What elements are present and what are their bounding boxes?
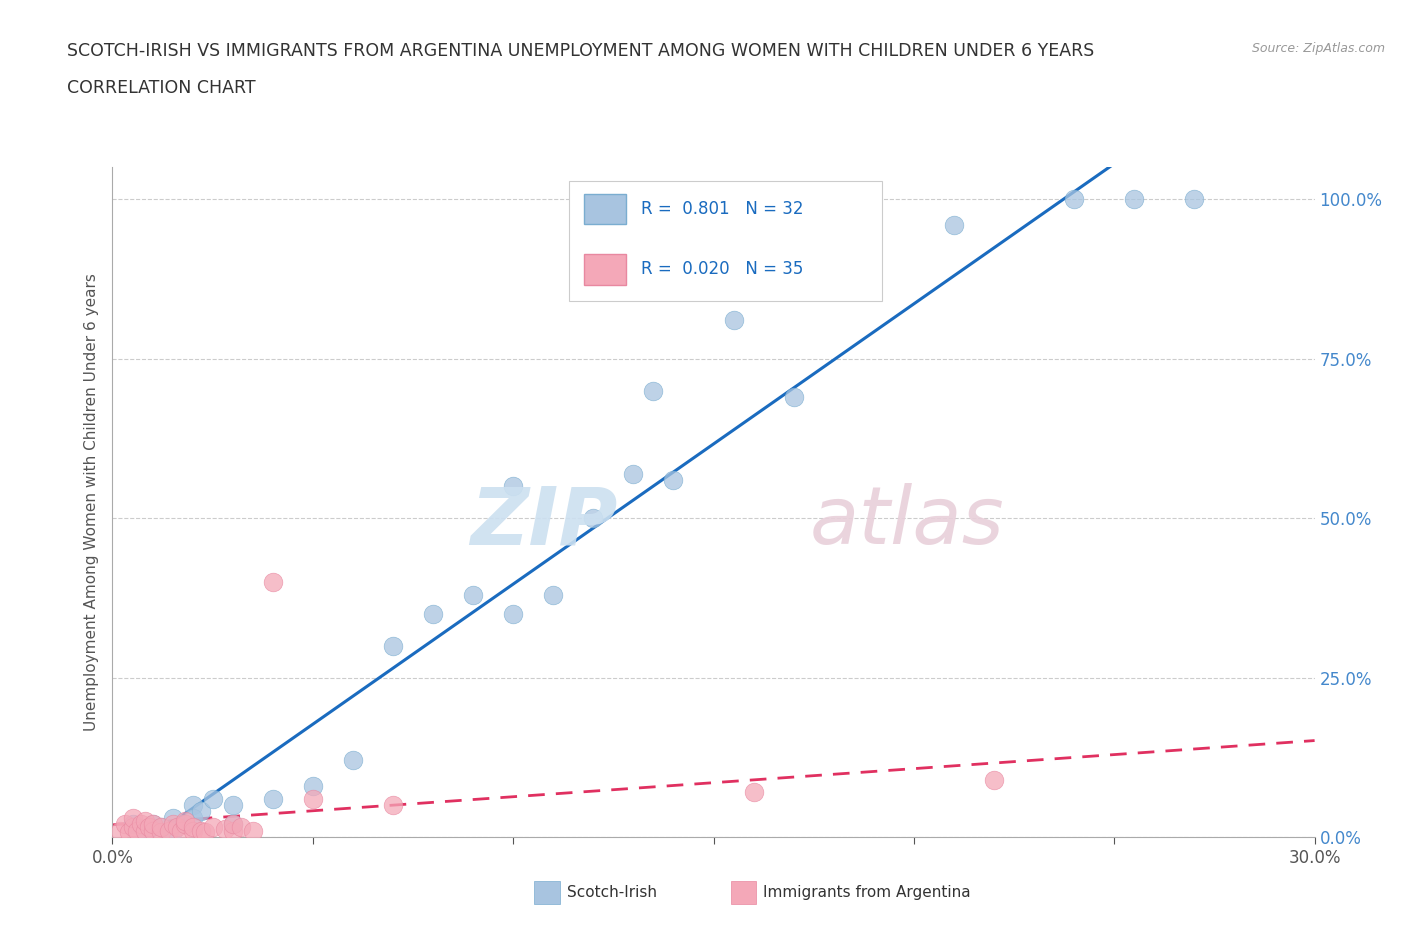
Point xyxy=(662,472,685,487)
Text: atlas: atlas xyxy=(810,484,1004,562)
Point xyxy=(222,817,245,831)
Point xyxy=(214,822,236,837)
Point xyxy=(125,823,148,838)
Point xyxy=(342,753,364,768)
Point xyxy=(461,587,484,602)
Point xyxy=(782,390,804,405)
Y-axis label: Unemployment Among Women with Children Under 6 years: Unemployment Among Women with Children U… xyxy=(83,273,98,731)
Point xyxy=(222,817,245,831)
Bar xyxy=(583,255,626,285)
Point xyxy=(121,810,143,825)
Point xyxy=(723,313,745,328)
Text: SCOTCH-IRISH VS IMMIGRANTS FROM ARGENTINA UNEMPLOYMENT AMONG WOMEN WITH CHILDREN: SCOTCH-IRISH VS IMMIGRANTS FROM ARGENTIN… xyxy=(67,42,1095,60)
Point xyxy=(502,606,524,621)
Text: ZIP: ZIP xyxy=(470,484,617,562)
Point xyxy=(242,823,264,838)
Point xyxy=(201,791,224,806)
Point xyxy=(382,638,405,653)
Text: R =  0.801   N = 32: R = 0.801 N = 32 xyxy=(641,200,804,218)
Point xyxy=(117,825,139,840)
Point xyxy=(149,820,172,835)
Point xyxy=(942,218,965,232)
Point xyxy=(262,791,284,806)
Point xyxy=(190,823,212,838)
Point xyxy=(138,820,160,835)
Point xyxy=(162,817,184,831)
Point xyxy=(1123,192,1146,206)
Point xyxy=(157,823,180,838)
Point xyxy=(543,587,565,602)
Point xyxy=(129,817,152,831)
Point xyxy=(983,772,1005,787)
Point xyxy=(121,817,143,831)
Point xyxy=(134,823,156,838)
Point xyxy=(222,798,245,813)
Point xyxy=(181,820,204,835)
Point xyxy=(181,810,204,825)
Point xyxy=(173,817,195,831)
Point xyxy=(173,817,195,831)
Point xyxy=(141,823,163,838)
Text: Source: ZipAtlas.com: Source: ZipAtlas.com xyxy=(1251,42,1385,55)
Point xyxy=(134,814,156,829)
Point xyxy=(121,820,143,835)
Text: Scotch-Irish: Scotch-Irish xyxy=(567,885,657,900)
Point xyxy=(1063,192,1085,206)
Point xyxy=(162,810,184,825)
Point xyxy=(149,820,172,835)
Point xyxy=(173,814,195,829)
Point xyxy=(262,575,284,590)
Text: CORRELATION CHART: CORRELATION CHART xyxy=(67,79,256,97)
Point xyxy=(382,798,405,813)
Point xyxy=(1184,192,1206,206)
Point xyxy=(422,606,444,621)
Point xyxy=(141,817,163,831)
Point xyxy=(582,511,605,525)
Bar xyxy=(583,194,626,224)
Point xyxy=(502,479,524,494)
Point xyxy=(134,823,156,838)
Point xyxy=(190,804,212,819)
Text: R =  0.020   N = 35: R = 0.020 N = 35 xyxy=(641,260,804,278)
Point xyxy=(141,817,163,831)
Point xyxy=(181,823,204,838)
Point xyxy=(201,820,224,835)
Point xyxy=(110,823,132,838)
Point xyxy=(742,785,765,800)
Point xyxy=(222,823,245,838)
Point xyxy=(302,791,325,806)
Point xyxy=(166,820,188,835)
Text: Immigrants from Argentina: Immigrants from Argentina xyxy=(763,885,972,900)
Point xyxy=(162,823,184,838)
Point xyxy=(169,823,191,838)
Point xyxy=(194,825,217,840)
Point xyxy=(302,778,325,793)
Point xyxy=(229,820,252,835)
Point xyxy=(114,817,136,831)
FancyBboxPatch shape xyxy=(569,180,882,301)
Point xyxy=(181,798,204,813)
Point xyxy=(643,383,665,398)
Point xyxy=(149,825,172,840)
Point xyxy=(621,466,644,481)
